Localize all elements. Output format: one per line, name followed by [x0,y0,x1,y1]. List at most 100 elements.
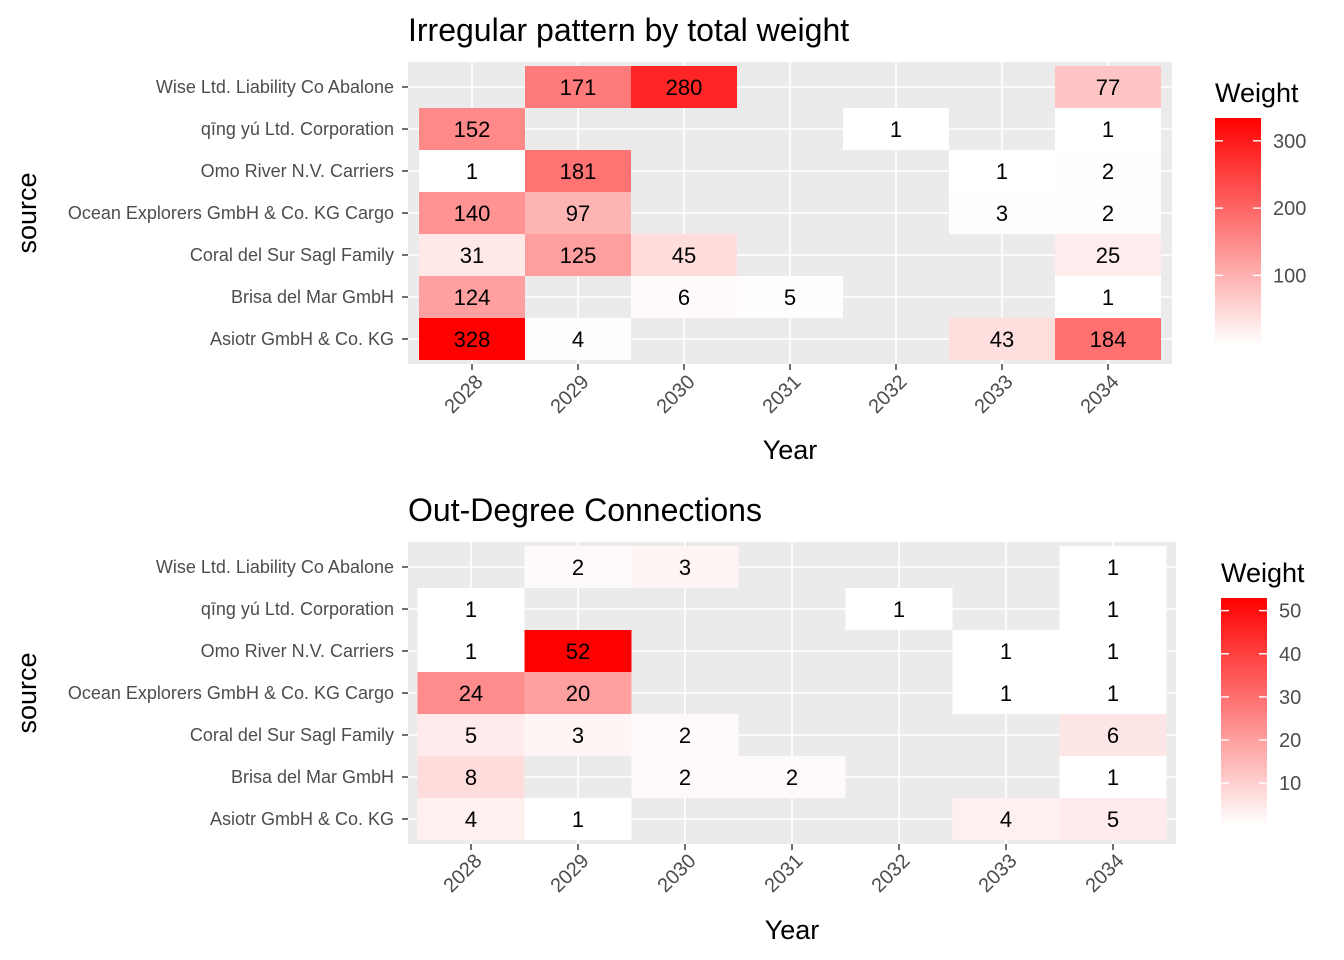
heatmap-cell [1059,588,1167,630]
y-tick-label: Wise Ltd. Liability Co Abalone [156,77,394,97]
cell-value-label: 140 [454,201,491,226]
x-tick-label: 2034 [1082,850,1129,897]
heatmap-cell [949,192,1055,234]
cell-value-label: 181 [560,159,597,184]
y-tick-label: Omo River N.V. Carriers [201,641,394,661]
cell-value-label: 6 [678,285,690,310]
cell-value-label: 2 [1102,201,1114,226]
cell-value-label: 1 [1107,765,1119,790]
cell-value-label: 184 [1090,327,1127,352]
heatmap-cell [525,150,631,192]
x-tick-label: 2029 [547,850,594,897]
heatmap-cell [417,714,525,756]
cell-value-label: 77 [1096,75,1120,100]
heatmap-cell [737,276,843,318]
heatmap-cell [524,798,632,840]
cell-value-label: 1 [890,117,902,142]
x-tick-label: 2033 [971,371,1018,418]
heatmap-cell [417,798,525,840]
heatmap-cell [949,318,1055,360]
legend-colorbar [1215,118,1261,346]
x-tick-label: 2031 [759,371,806,418]
cell-value-label: 6 [1107,723,1119,748]
cell-value-label: 97 [566,201,590,226]
cell-value-label: 1 [465,639,477,664]
legend-title: Weight [1221,558,1305,588]
cell-value-label: 4 [465,807,477,832]
legend-tick-label: 10 [1279,773,1301,795]
heatmap-cell [1059,672,1167,714]
heatmap-cell [525,234,631,276]
cell-value-label: 3 [572,723,584,748]
y-axis-title: source [12,172,42,253]
y-axis-title: source [12,652,42,733]
cell-value-label: 125 [560,243,597,268]
x-tick-label: 2030 [653,371,700,418]
cell-value-label: 152 [454,117,491,142]
legend-tick-label: 200 [1273,198,1306,220]
cell-value-label: 43 [990,327,1014,352]
cell-value-label: 4 [1000,807,1012,832]
x-tick-label: 2032 [865,371,912,418]
cell-value-label: 5 [1107,807,1119,832]
y-tick-label: Asiotr GmbH & Co. KG [210,809,394,829]
x-tick-label: 2029 [547,371,594,418]
cell-value-label: 1 [1107,639,1119,664]
heatmap-cell [631,546,739,588]
heatmap-cell [419,108,525,150]
y-tick-label: Coral del Sur Sagl Family [190,725,394,745]
heatmap-cell [419,276,525,318]
x-tick-label: 2031 [761,850,808,897]
heatmap-cell [631,714,739,756]
x-tick-label: 2032 [868,850,915,897]
chart-title: Out-Degree Connections [408,492,762,528]
cell-value-label: 1 [893,597,905,622]
cell-value-label: 1 [1102,117,1114,142]
legend-tick-label: 300 [1273,131,1306,153]
cell-value-label: 25 [1096,243,1120,268]
y-tick-label: Ocean Explorers GmbH & Co. KG Cargo [68,683,394,703]
heatmap-panel-total-weight: Irregular pattern by total weight 171 280 7… [12,12,1306,465]
heatmap-cell [525,66,631,108]
heatmap-cell [1055,108,1161,150]
cell-value-label: 31 [460,243,484,268]
cell-value-label: 5 [465,723,477,748]
cell-value-label: 1 [1107,597,1119,622]
x-tick-label: 2028 [441,371,488,418]
y-tick-label: qīng yú Ltd. Corporation [201,119,394,139]
cell-value-label: 1 [1000,639,1012,664]
cell-value-label: 24 [459,681,483,706]
heatmap-cell [524,714,632,756]
cell-value-label: 45 [672,243,696,268]
y-tick-label: Coral del Sur Sagl Family [190,245,394,265]
heatmap-cell [1055,66,1161,108]
heatmap-cell [1055,318,1161,360]
heatmap-cell [952,672,1060,714]
y-tick-label: Brisa del Mar GmbH [231,287,394,307]
x-tick-label: 2028 [440,850,487,897]
heatmap-cell [1055,276,1161,318]
chart-title: Irregular pattern by total weight [408,12,849,48]
y-tick-label: qīng yú Ltd. Corporation [201,599,394,619]
cell-value-label: 8 [465,765,477,790]
heatmap-cell [738,756,846,798]
heatmap-cell [525,318,631,360]
heatmap-cell [1059,630,1167,672]
legend-tick-label: 30 [1279,687,1301,709]
heatmap-cell [419,150,525,192]
cell-value-label: 1 [466,159,478,184]
cell-value-label: 5 [784,285,796,310]
cell-value-label: 4 [572,327,584,352]
cell-value-label: 2 [572,555,584,580]
legend-tick-label: 20 [1279,730,1301,752]
heatmap-cell [1059,756,1167,798]
heatmap-cell [1055,234,1161,276]
cell-value-label: 1 [1102,285,1114,310]
heatmap-cell [952,630,1060,672]
cell-value-label: 52 [566,639,590,664]
x-tick-label: 2033 [975,850,1022,897]
y-tick-label: Omo River N.V. Carriers [201,161,394,181]
